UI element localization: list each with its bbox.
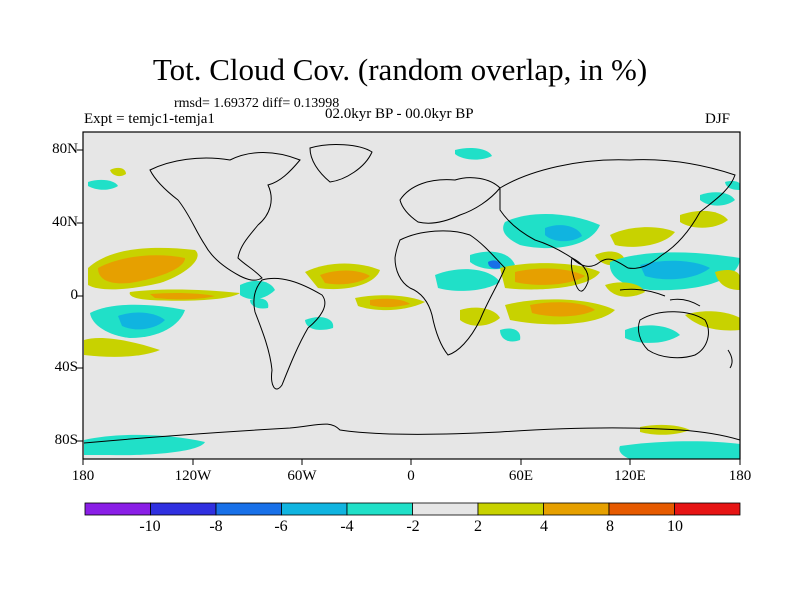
experiment-label: Expt = temjc1-temja1 [84, 111, 215, 127]
colorbar-swatch [477, 502, 544, 516]
lat-tick-80s: 80S [54, 432, 78, 448]
field-pacific-itcz-strong [150, 292, 215, 300]
colorbar-label: 2 [474, 518, 482, 535]
stats-line: rmsd= 1.69372 diff= 0.13998 [174, 96, 340, 111]
lon-tick-0: 0 [407, 468, 415, 484]
axis-ticks [77, 149, 741, 465]
field-npac-neg [700, 192, 735, 206]
colorbar-label: -4 [340, 518, 354, 535]
field-mideast-strong [545, 225, 582, 242]
lat-tick-80n: 80N [52, 141, 78, 157]
colorbar-swatch [608, 502, 675, 516]
colorbar-swatch [412, 502, 479, 516]
field-pacific-north-strong [98, 255, 185, 284]
coast-africa [394, 230, 506, 356]
field-sa-neg [305, 317, 334, 330]
colorbar-label: 8 [606, 518, 614, 535]
coast-indonesia [619, 288, 701, 307]
field-antarctic-neg-e [619, 441, 740, 459]
field-china-pos [610, 227, 675, 247]
lon-tick-60w: 60W [287, 468, 317, 484]
anomaly-fields [84, 148, 740, 459]
colorbar-swatch [674, 502, 741, 516]
coast-north-america [149, 152, 301, 281]
colorbar-swatch [215, 502, 282, 516]
field-amazon-neg [250, 298, 269, 309]
colorbar-swatch [84, 502, 151, 516]
field-io-north-strong [515, 268, 585, 285]
field-japan-pos [680, 210, 728, 228]
coast-greenland [309, 144, 373, 183]
coast-south-america [253, 277, 326, 390]
coast-europe [399, 177, 501, 224]
period-label: 02.0kyr BP - 00.0kyr BP [325, 106, 474, 122]
colorbar-swatch [543, 502, 610, 516]
coast-antarctica [83, 423, 741, 444]
colorbar-swatch [346, 502, 413, 516]
season-label: DJF [705, 111, 731, 127]
field-gulf-guinea-strong [370, 298, 410, 308]
field-madagascar-neg [500, 328, 521, 342]
colorbar [84, 502, 741, 516]
colorbar-label: -10 [139, 518, 161, 535]
colorbar-label: 4 [540, 518, 548, 535]
field-io-south-strong [530, 302, 595, 317]
field-pacific-south-pos [84, 338, 160, 357]
coastlines [83, 144, 741, 444]
lon-tick-180w: 180 [71, 468, 95, 484]
field-panama-neg [240, 280, 275, 300]
lon-tick-180e: 180 [728, 468, 752, 484]
field-wpac-strong [640, 260, 710, 280]
colorbar-label: -6 [274, 518, 288, 535]
field-arctic-neg [88, 179, 118, 190]
coast-australia [637, 311, 709, 359]
field-wpac-east-pos [715, 270, 740, 290]
lat-tick-40n: 40N [52, 214, 78, 230]
colorbar-label: 10 [667, 518, 683, 535]
lat-tick-40s: 40S [54, 359, 78, 375]
lon-tick-120w: 120W [174, 468, 212, 484]
coast-asia [499, 159, 736, 269]
field-arctic-neg2 [455, 148, 492, 160]
colorbar-swatch [150, 502, 217, 516]
lon-tick-60e: 60E [508, 468, 534, 484]
coast-new-zealand [727, 349, 733, 369]
colorbar-label: -2 [406, 518, 420, 535]
coast-india [570, 257, 589, 292]
lon-tick-120e: 120E [614, 468, 646, 484]
field-atlantic-strong [320, 270, 370, 285]
field-antarctic-pos-e [640, 424, 690, 435]
field-safrica-pos [460, 307, 500, 326]
field-sahel-neg [435, 269, 500, 291]
plot-title: Tot. Cloud Cov. (random overlap, in %) [152, 52, 648, 87]
colorbar-swatch [281, 502, 348, 516]
field-arabia-strong [488, 260, 501, 269]
colorbar-label: -8 [209, 518, 223, 535]
field-arabia-neg [470, 251, 515, 270]
field-arctic-pos [110, 167, 126, 177]
field-pacific-south-neg2 [118, 312, 165, 330]
field-arctic-neg3 [725, 181, 740, 190]
lat-tick-0: 0 [70, 287, 79, 303]
